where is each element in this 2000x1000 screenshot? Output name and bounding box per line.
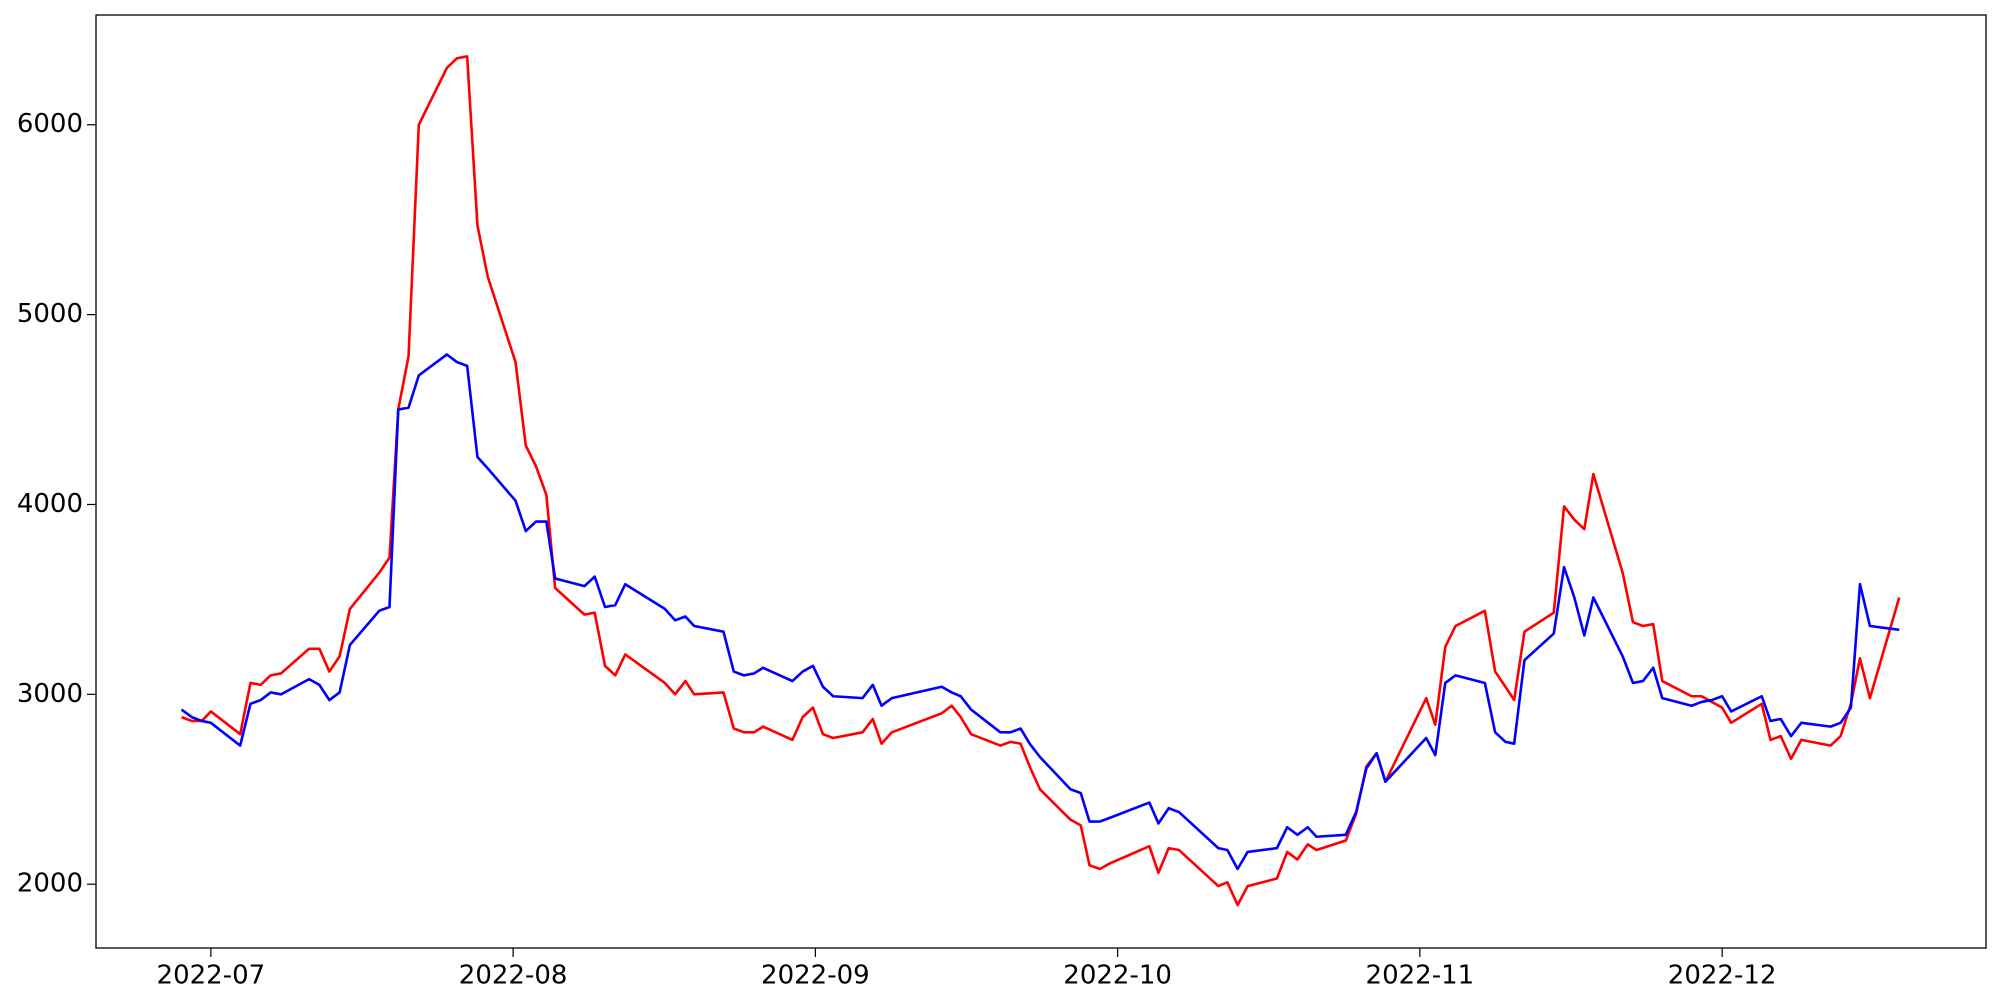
- x-tick-label: 2022-12: [1668, 961, 1777, 991]
- x-tick-label: 2022-11: [1366, 961, 1475, 991]
- y-tick-label: 3000: [17, 679, 83, 709]
- y-tick-label: 2000: [17, 869, 83, 899]
- x-tick-label: 2022-09: [761, 961, 870, 991]
- series-line: [181, 55, 1901, 907]
- y-tick-label: 5000: [17, 299, 83, 329]
- x-tick-label: 2022-10: [1063, 961, 1172, 991]
- y-tick-label: 4000: [17, 489, 83, 519]
- x-tick-label: 2022-07: [157, 961, 266, 991]
- y-tick-label: 6000: [17, 109, 83, 139]
- plot-frame: [95, 14, 1987, 949]
- series-line: [180, 353, 1900, 871]
- x-tick-label: 2022-08: [459, 961, 568, 991]
